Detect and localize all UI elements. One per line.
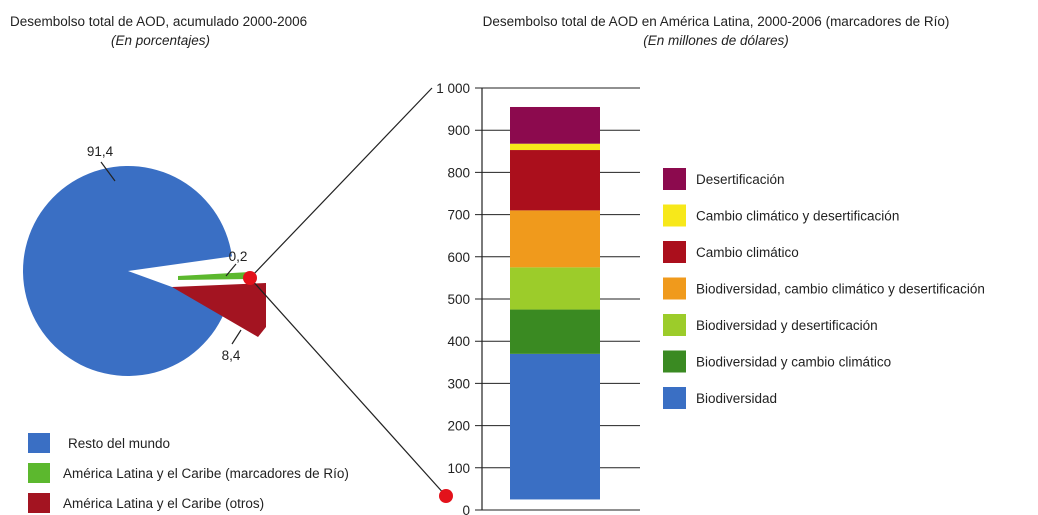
pie-slice xyxy=(23,166,232,377)
legend-swatch xyxy=(663,241,686,263)
bar-subtitle: (En millones de dólares) xyxy=(643,33,789,48)
legend-item: América Latina y el Caribe (marcadores d… xyxy=(63,466,349,481)
y-tick-label: 1 000 xyxy=(436,81,470,96)
pie-leader-line xyxy=(100,161,116,182)
legend-item: Biodiversidad y desertificación xyxy=(696,318,878,333)
bar-segment xyxy=(510,267,600,310)
bar-legend: Desertificación Cambio climático y desert… xyxy=(663,168,985,409)
connector-lines xyxy=(243,87,453,503)
y-tick-label: 300 xyxy=(447,376,470,391)
legend-item: Biodiversidad, cambio climático y desert… xyxy=(696,282,985,297)
bar-segment xyxy=(510,106,600,144)
legend-item: Desertificación xyxy=(696,172,785,187)
y-tick-label: 100 xyxy=(447,461,470,476)
y-tick-label: 600 xyxy=(447,250,470,265)
pie-legend: Resto del mundo América Latina y el Carib… xyxy=(28,433,349,513)
bar-segment xyxy=(510,309,600,354)
connector-lower xyxy=(249,277,447,497)
connector-dot-pie xyxy=(243,271,257,285)
y-tick-label: 400 xyxy=(447,334,470,349)
stacked-bar-chart: 0 100 200 300 400 500 600 700 800 900 1 000 xyxy=(436,81,640,515)
legend-swatch xyxy=(28,463,50,483)
legend-swatch xyxy=(663,314,686,336)
bar-segment xyxy=(510,150,600,211)
legend-swatch xyxy=(663,350,686,373)
legend-item: Resto del mundo xyxy=(68,436,170,451)
legend-swatch xyxy=(28,433,50,453)
pie-data-label: 91,4 xyxy=(87,144,114,159)
y-tick-label: 200 xyxy=(447,419,470,434)
bar-title: Desembolso total de AOD en América Latin… xyxy=(483,14,950,29)
bar-segment xyxy=(510,210,600,268)
legend-swatch xyxy=(663,387,686,409)
legend-item: Cambio climático y desertificación xyxy=(696,209,899,224)
pie-data-label: 0,2 xyxy=(229,249,248,264)
bar-segment xyxy=(510,143,600,151)
pie-chart: 91,4 0,2 8,4 xyxy=(23,144,266,377)
y-tick-label: 0 xyxy=(462,503,470,515)
legend-item: Cambio climático xyxy=(696,245,799,260)
connector-upper xyxy=(249,87,433,279)
legend-swatch xyxy=(28,493,50,513)
connector-dot-bar xyxy=(439,489,453,503)
pie-slice xyxy=(178,272,250,280)
bar-segment xyxy=(510,353,600,500)
pie-title: Desembolso total de AOD, acumulado 2000-… xyxy=(10,14,307,29)
pie-data-label: 8,4 xyxy=(222,348,241,363)
y-tick-label: 500 xyxy=(447,292,470,307)
legend-swatch xyxy=(663,204,686,227)
y-tick-label: 800 xyxy=(447,165,470,180)
y-tick-label: 700 xyxy=(447,208,470,223)
pie-leader-line xyxy=(225,263,237,277)
legend-swatch xyxy=(663,168,686,190)
pie-leader-line xyxy=(231,329,242,345)
legend-item: Biodiversidad xyxy=(696,391,777,406)
legend-item: Biodiversidad y cambio climático xyxy=(696,355,891,370)
y-tick-label: 900 xyxy=(447,123,470,138)
pie-subtitle: (En porcentajes) xyxy=(111,33,210,48)
pie-slice xyxy=(172,283,266,337)
legend-swatch xyxy=(663,277,686,300)
legend-item: América Latina y el Caribe (otros) xyxy=(63,496,264,511)
